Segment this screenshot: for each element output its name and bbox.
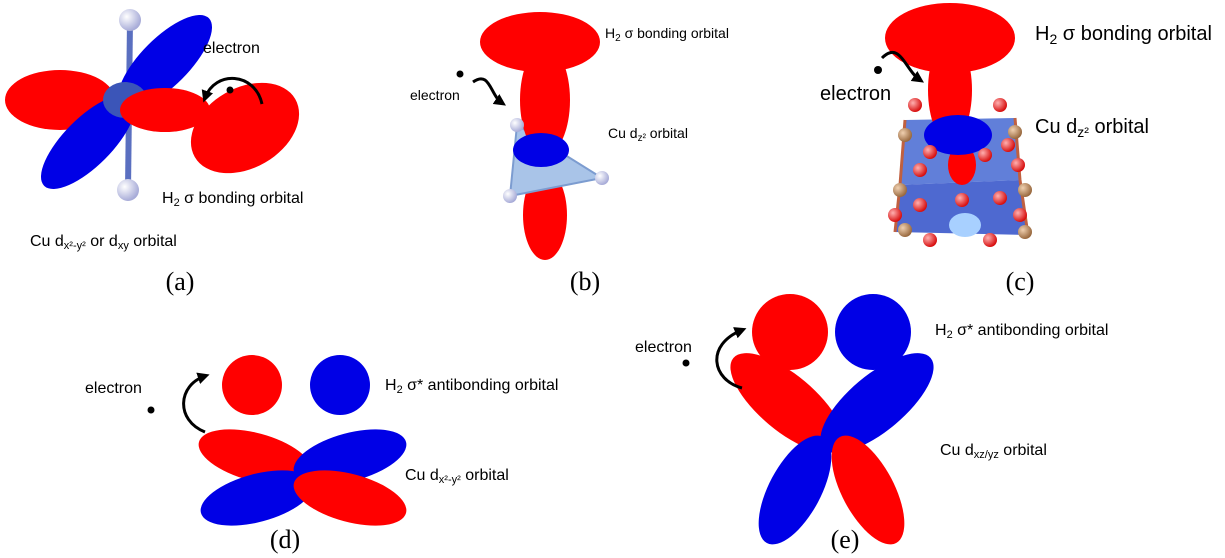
label-text: Cu d <box>940 442 974 459</box>
label-text: σ* antibonding orbital <box>953 322 1109 339</box>
panel-e <box>683 294 949 555</box>
electron-label: electron <box>820 83 891 105</box>
label-text: H <box>605 25 615 41</box>
subscript: z² <box>1077 124 1089 140</box>
panel-caption: (a) <box>166 267 195 296</box>
subscript: xz/yz <box>974 449 999 461</box>
electron-label: electron <box>203 40 260 57</box>
label-text: orbital <box>646 125 688 141</box>
label-text: Cu d <box>1035 116 1077 138</box>
panel-d <box>148 355 413 536</box>
orbital-label: Cu dx²-y² or dxy orbital <box>30 233 177 252</box>
orbital-label: Cu dx²-y² orbital <box>405 467 509 486</box>
label-text: H <box>935 322 947 339</box>
panel-c <box>874 3 1032 247</box>
orbital-label: H2 σ bonding orbital <box>605 25 729 44</box>
orbital-label: Cu dz² orbital <box>1035 116 1149 140</box>
electron-label: electron <box>635 339 692 356</box>
orbital-label: Cu dxz/yz orbital <box>940 442 1047 461</box>
label-text: σ bonding orbital <box>180 190 304 207</box>
subscript: x²-y² <box>64 240 86 252</box>
orbital-label: H2 σ bonding orbital <box>162 190 303 209</box>
label-text: or d <box>86 233 118 250</box>
label-text: σ bonding orbital <box>621 25 729 41</box>
orbital-label: Cu dz² orbital <box>608 125 688 144</box>
electron-label: electron <box>85 380 142 397</box>
label-text: Cu d <box>30 233 64 250</box>
subscript: x²-y² <box>439 474 461 486</box>
panel-caption: (b) <box>570 267 600 296</box>
label-text: orbital <box>999 442 1047 459</box>
label-text: Cu d <box>405 467 439 484</box>
panel-a <box>5 1 315 203</box>
label-text: orbital <box>1089 116 1149 138</box>
label-text: H <box>1035 23 1049 45</box>
panel-caption: (c) <box>1006 267 1035 296</box>
label-text: σ* antibonding orbital <box>403 377 559 394</box>
figure: electronH2 σ bonding orbitalCu dx²-y² or… <box>0 0 1225 558</box>
electron-label: electron <box>410 87 460 103</box>
label-text: Cu d <box>608 125 638 141</box>
label-text: σ bonding orbital <box>1057 23 1212 45</box>
label-text: orbital <box>461 467 509 484</box>
orbital-label: H2 σ* antibonding orbital <box>935 322 1108 341</box>
subscript: 2 <box>1049 31 1057 47</box>
panel-caption: (e) <box>831 525 860 554</box>
panel-caption: (d) <box>270 525 300 554</box>
orbital-label: H2 σ bonding orbital <box>1035 23 1212 47</box>
label-text: H <box>162 190 174 207</box>
subscript: xy <box>118 240 130 252</box>
label-text: orbital <box>129 233 177 250</box>
panel-b <box>457 12 610 260</box>
orbital-label: H2 σ* antibonding orbital <box>385 377 558 396</box>
label-text: H <box>385 377 397 394</box>
